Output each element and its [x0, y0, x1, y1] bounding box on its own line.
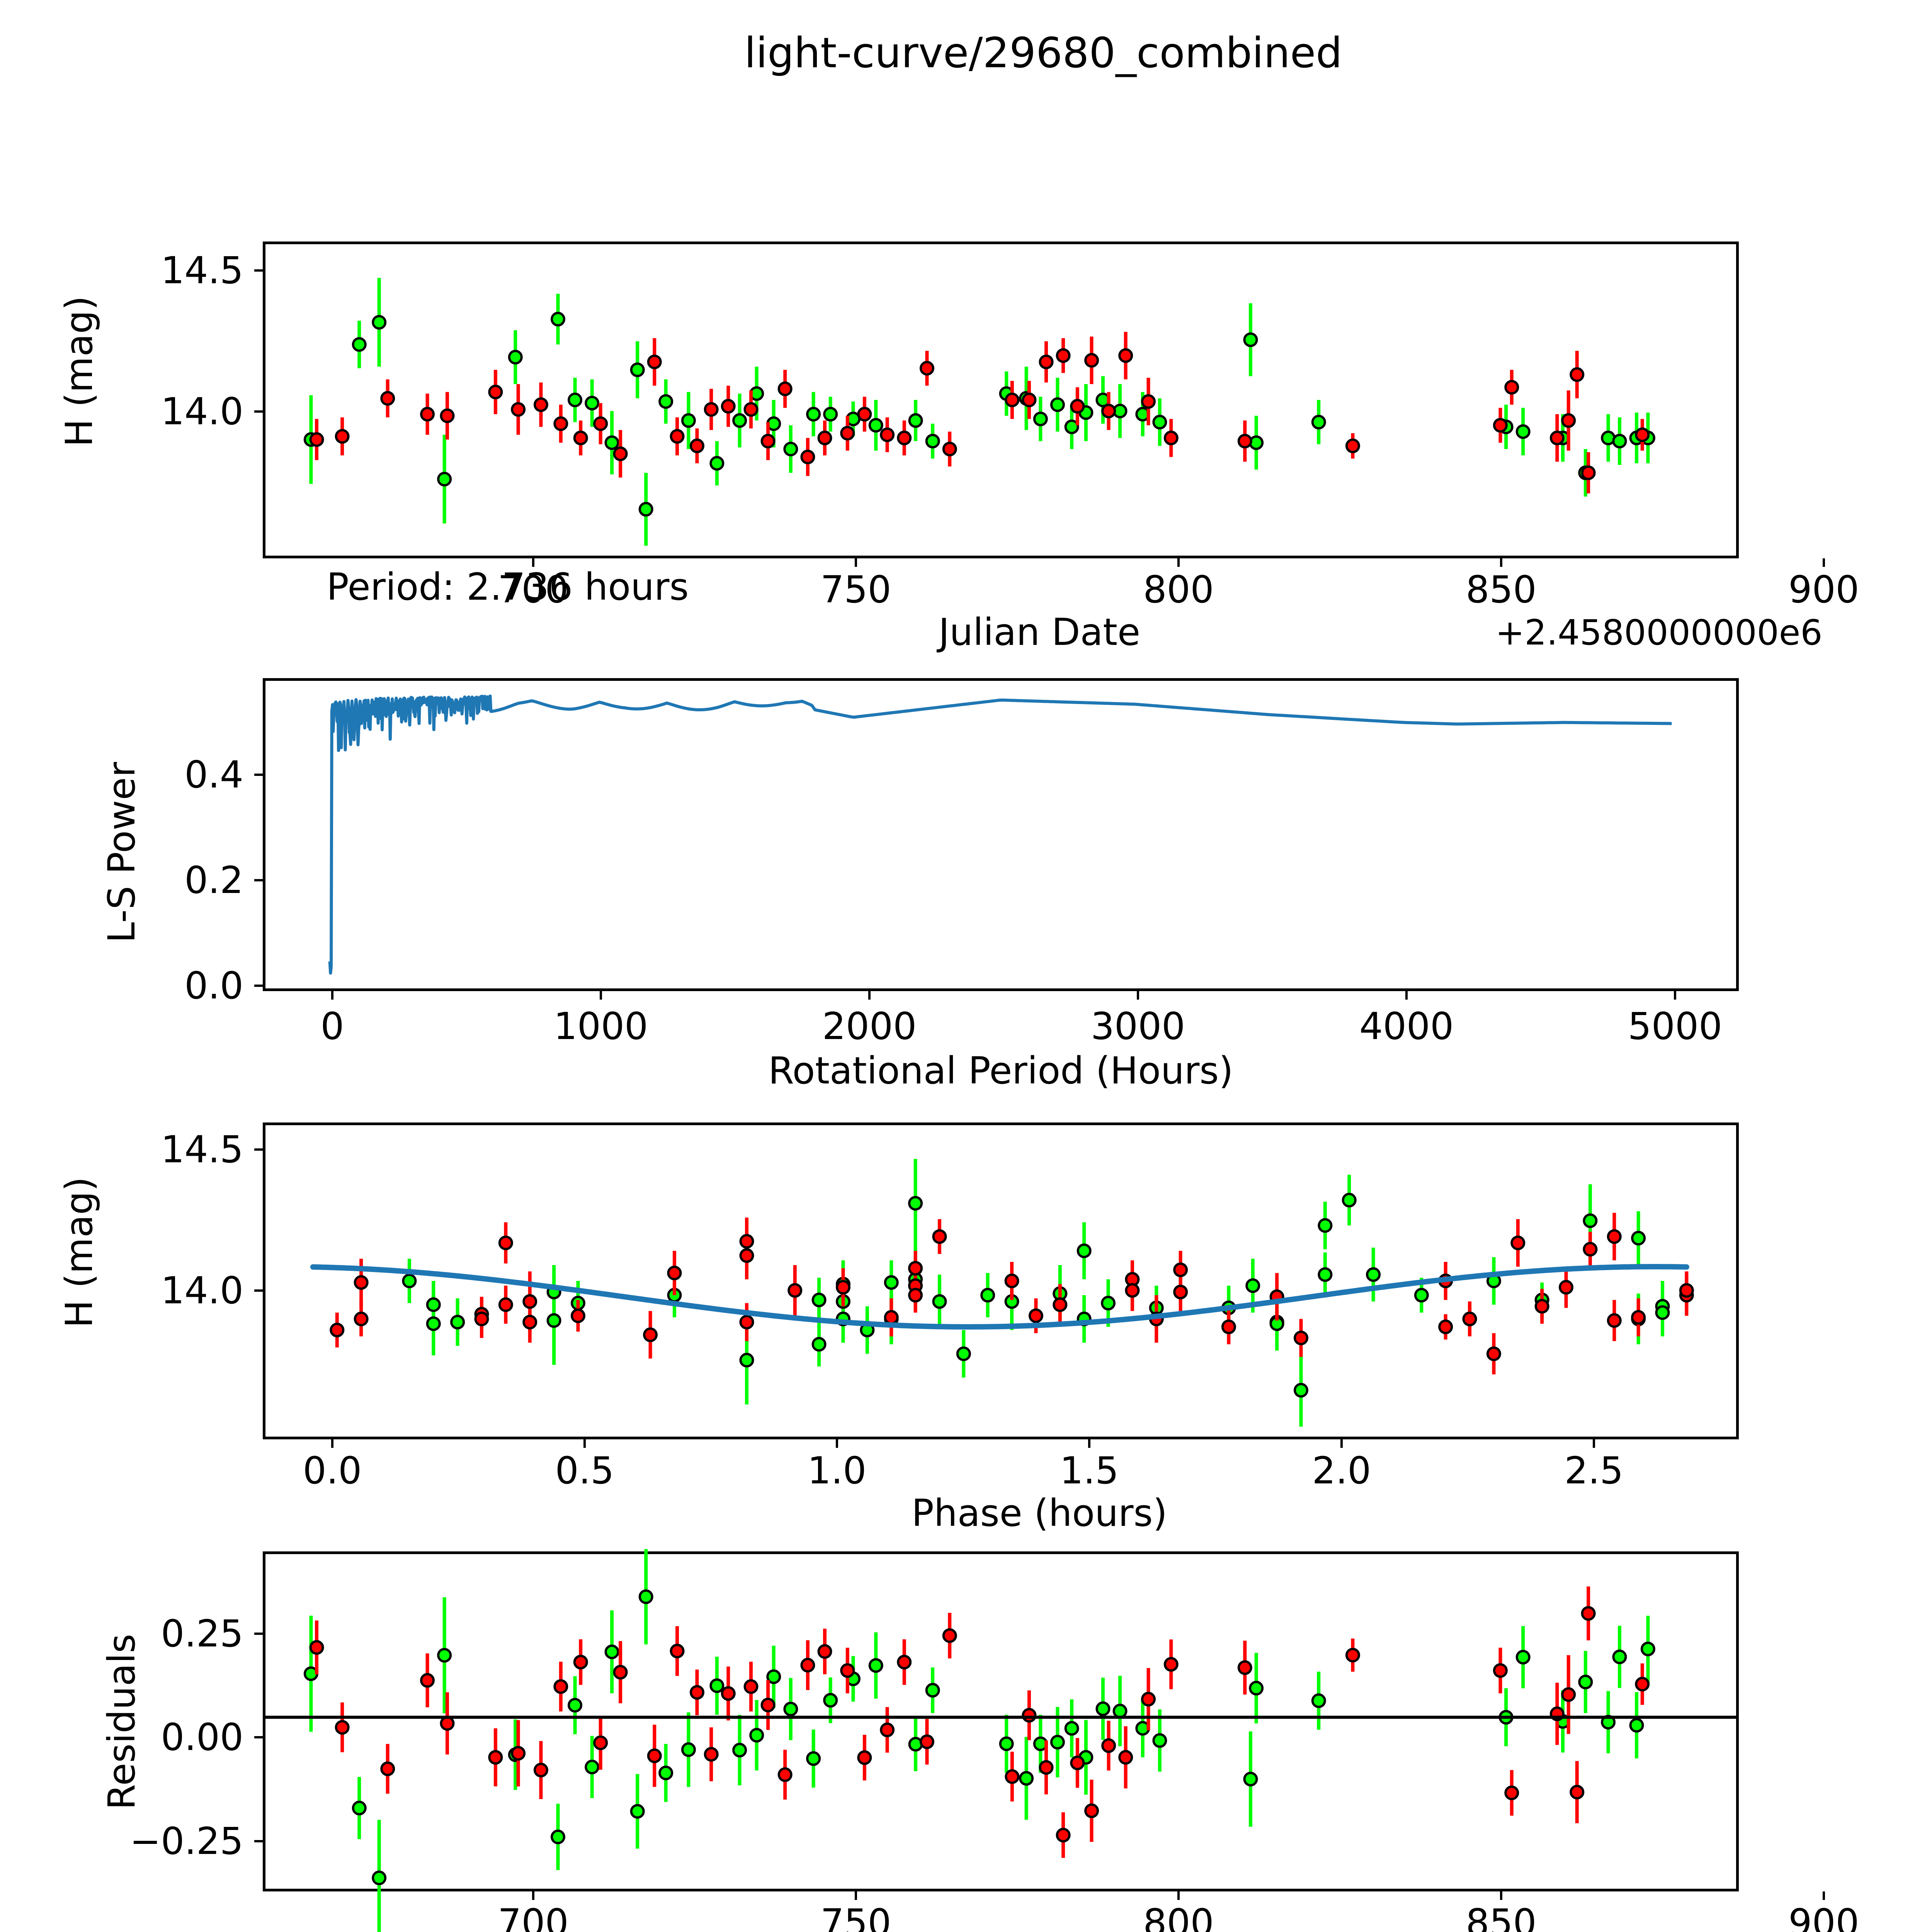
phasefold-xtick-3: 1.5 [1060, 1449, 1119, 1492]
residuals-ytickmark-0 [254, 1633, 263, 1635]
phasefold-ytickmark-0 [254, 1148, 263, 1151]
residuals-xtickmark-1 [855, 1891, 857, 1900]
periodogram-ytick-1: 0.2 [184, 859, 243, 902]
periodogram-xtickmark-1 [600, 991, 602, 1000]
periodogram-xtick-3: 3000 [1090, 1005, 1185, 1048]
lightcurve-xtick-1: 750 [820, 568, 891, 611]
lightcurve-x-offset-text: +2.4580000000e6 [1495, 612, 1823, 653]
residuals-xtick-2: 800 [1143, 1901, 1214, 1932]
phasefold-xtickmark-5 [1593, 1439, 1595, 1448]
periodogram-ytickmark-2 [254, 985, 263, 987]
page-title: light-curve/29680_combined [744, 29, 1342, 77]
lightcurve-ytick-1: 14.0 [161, 390, 243, 433]
phasefold-ytick-1: 14.0 [161, 1269, 243, 1312]
lightcurve-xtickmark-1 [855, 558, 857, 567]
lightcurve-xtickmark-0 [532, 558, 534, 567]
phasefold-xlabel: Phase (hours) [912, 1492, 1167, 1535]
phasefold-xtickmark-4 [1340, 1439, 1343, 1448]
phasefold-xtick-4: 2.0 [1312, 1449, 1371, 1492]
residuals-xtickmark-0 [532, 1891, 534, 1900]
periodogram-axes [263, 678, 1739, 991]
periodogram-xtickmark-4 [1405, 991, 1408, 1000]
lightcurve-ytickmark-0 [254, 269, 263, 272]
periodogram-xtick-2: 2000 [822, 1005, 917, 1048]
lightcurve-axes [263, 242, 1739, 558]
periodogram-xtickmark-2 [868, 991, 871, 1000]
periodogram-ytickmark-0 [254, 774, 263, 776]
periodogram-ytick-2: 0.0 [184, 964, 243, 1007]
lightcurve-xtick-3: 850 [1466, 568, 1537, 611]
lightcurve-xtick-0: 700 [498, 568, 569, 611]
periodogram-xtickmark-3 [1137, 991, 1139, 1000]
residuals-ytick-0: 0.25 [161, 1612, 243, 1655]
lightcurve-xtick-4: 900 [1788, 568, 1859, 611]
residuals-ytickmark-2 [254, 1840, 263, 1842]
residuals-xtickmark-2 [1177, 1891, 1180, 1900]
residuals-xtickmark-3 [1500, 1891, 1502, 1900]
residuals-ytickmark-1 [254, 1736, 263, 1738]
lightcurve-xtick-2: 800 [1143, 568, 1214, 611]
phasefold-ylabel: H (mag) [58, 1177, 101, 1328]
lightcurve-ylabel: H (mag) [58, 296, 101, 447]
lightcurve-ytickmark-1 [254, 410, 263, 413]
residuals-xtickmark-4 [1823, 1891, 1825, 1900]
period-annotation: Period: 2.736 hours [327, 565, 689, 609]
residuals-xtick-1: 750 [820, 1901, 891, 1932]
phasefold-xtick-1: 0.5 [555, 1449, 614, 1492]
phasefold-xtickmark-0 [331, 1439, 333, 1448]
residuals-xtick-4: 900 [1788, 1901, 1859, 1932]
phasefold-axes [263, 1122, 1739, 1439]
lightcurve-xtickmark-4 [1823, 558, 1825, 567]
residuals-ytick-1: 0.00 [161, 1716, 243, 1759]
periodogram-ylabel: L-S Power [100, 762, 143, 943]
phasefold-xtickmark-1 [583, 1439, 586, 1448]
periodogram-xtick-1: 1000 [553, 1005, 648, 1048]
lightcurve-xtickmark-3 [1500, 558, 1502, 567]
periodogram-xlabel: Rotational Period (Hours) [768, 1049, 1233, 1092]
residuals-axes [263, 1551, 1739, 1891]
periodogram-xtickmark-5 [1674, 991, 1676, 1000]
periodogram-xtick-4: 4000 [1359, 1005, 1454, 1048]
periodogram-ytickmark-1 [254, 879, 263, 881]
lightcurve-ytick-0: 14.5 [161, 249, 243, 292]
residuals-ylabel: Residuals [100, 1634, 143, 1810]
periodogram-xtick-5: 5000 [1628, 1005, 1723, 1048]
lightcurve-xtickmark-2 [1177, 558, 1180, 567]
phasefold-xtick-2: 1.0 [807, 1449, 867, 1492]
phasefold-ytickmark-1 [254, 1289, 263, 1292]
phasefold-xtickmark-3 [1088, 1439, 1090, 1448]
phasefold-xtick-5: 2.5 [1564, 1449, 1624, 1492]
residuals-xtick-3: 850 [1466, 1901, 1537, 1932]
periodogram-ytick-0: 0.4 [184, 753, 243, 796]
periodogram-xtickmark-0 [331, 991, 333, 1000]
periodogram-xtick-0: 0 [320, 1005, 344, 1048]
lightcurve-xlabel: Julian Date [938, 611, 1141, 654]
residuals-xtick-0: 700 [498, 1901, 569, 1932]
residuals-ytick-2: −0.25 [129, 1820, 243, 1863]
phasefold-xtick-0: 0.0 [303, 1449, 362, 1492]
phasefold-xtickmark-2 [836, 1439, 838, 1448]
phasefold-ytick-0: 14.5 [161, 1128, 243, 1171]
